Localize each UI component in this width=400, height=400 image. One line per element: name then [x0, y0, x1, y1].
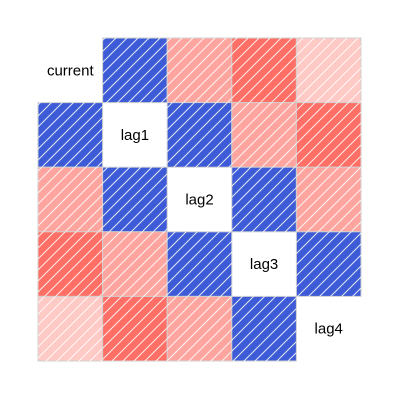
cell-hatch-lag4-current	[38, 296, 103, 361]
cell-hatch-current-lag4	[296, 38, 361, 103]
cell-hatch-lag3-current	[38, 231, 103, 297]
diagonal-labels: current lag1 lag2 lag3 lag4	[47, 62, 343, 337]
cell-hatch-lag1-lag2	[167, 102, 232, 168]
cell-hatch-lag1-current	[38, 102, 103, 168]
cell-hatch-lag3-lag1	[102, 231, 168, 297]
cell-hatch-lag2-lag1	[102, 167, 168, 232]
variable-label-lag4: lag4	[315, 321, 343, 338]
cell-hatch-lag1-lag3	[231, 102, 297, 168]
cell-hatch-lag1-lag4	[296, 102, 361, 168]
cell-hatch-lag2-lag4	[296, 167, 361, 232]
cell-hatch-current-lag3	[231, 38, 297, 103]
cell-hatch-lag4-lag3	[231, 296, 297, 361]
variable-label-lag3: lag3	[250, 256, 278, 273]
cell-hatch-current-lag1	[102, 38, 168, 103]
cell-hatch-lag4-lag2	[167, 296, 232, 361]
cell-hatch-current-lag2	[167, 38, 232, 103]
cell-hatch-lag4-lag1	[102, 296, 168, 361]
variable-label-current: current	[47, 62, 95, 79]
cell-grid	[37, 37, 362, 362]
variable-label-lag2: lag2	[185, 192, 213, 209]
cell-hatch-lag2-lag3	[231, 167, 297, 232]
cell-hatch-lag3-lag4	[296, 231, 361, 297]
cell-hatch-lag2-current	[38, 167, 103, 232]
variable-label-lag1: lag1	[121, 127, 149, 144]
cell-hatch-lag3-lag2	[167, 231, 232, 297]
